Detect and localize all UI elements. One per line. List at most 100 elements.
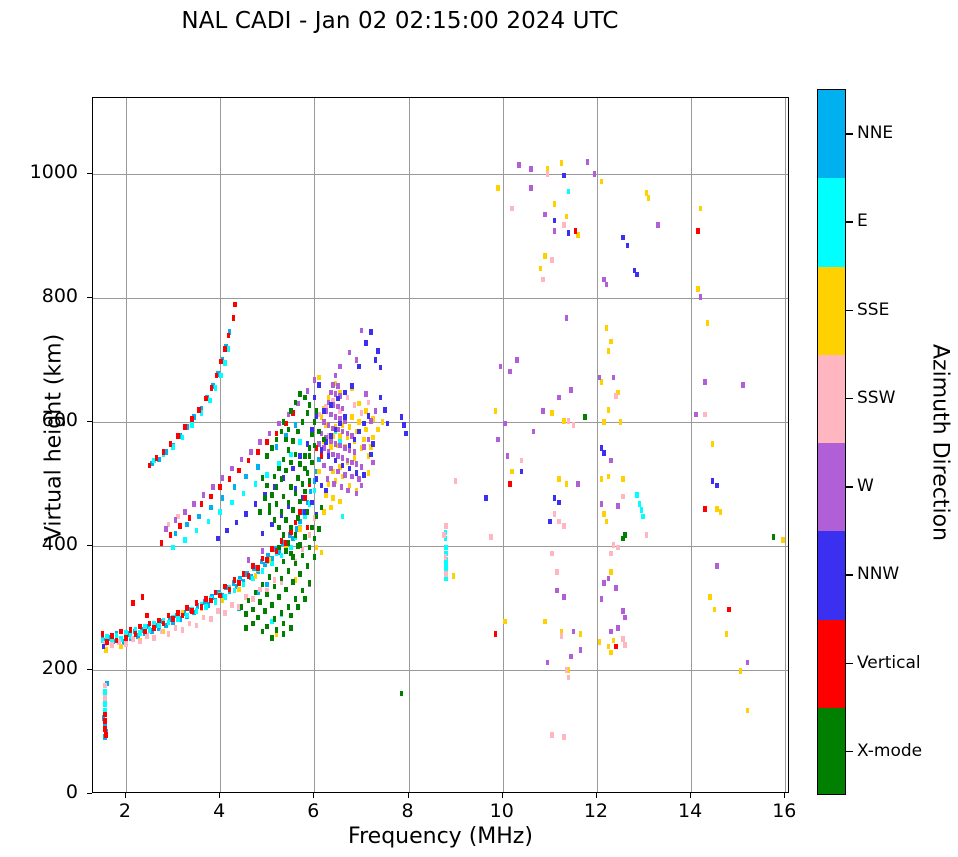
data-point — [178, 616, 182, 622]
data-point — [161, 620, 166, 627]
data-point — [103, 682, 107, 689]
data-point — [180, 612, 185, 619]
data-point — [552, 201, 557, 207]
data-point — [291, 535, 295, 542]
data-point — [357, 363, 361, 370]
data-point — [562, 523, 566, 530]
colorbar-segment-e — [818, 178, 845, 268]
data-point — [564, 481, 569, 487]
data-point — [176, 616, 180, 622]
data-point — [161, 617, 166, 624]
data-point — [362, 444, 366, 450]
data-point — [138, 630, 142, 636]
data-point — [359, 327, 364, 334]
data-point — [493, 408, 498, 414]
data-point — [298, 525, 302, 532]
data-point — [234, 583, 239, 590]
data-point — [213, 589, 218, 596]
data-point — [286, 503, 291, 509]
data-point — [715, 482, 719, 489]
data-point — [333, 391, 338, 398]
data-point — [489, 534, 493, 540]
data-point — [296, 428, 300, 435]
data-point — [272, 484, 277, 490]
data-point — [230, 602, 234, 608]
data-point — [529, 185, 533, 191]
data-point — [545, 171, 550, 177]
data-point — [578, 631, 583, 637]
data-point — [338, 389, 342, 396]
data-point — [340, 405, 345, 412]
data-point — [227, 329, 232, 336]
data-point — [230, 499, 234, 506]
data-point — [307, 544, 312, 551]
data-point — [637, 501, 642, 507]
data-point — [314, 513, 319, 520]
data-point — [190, 608, 194, 614]
data-point — [336, 468, 340, 475]
data-point — [557, 499, 561, 506]
y-axis-tick — [87, 421, 92, 423]
data-point — [343, 472, 347, 478]
data-point — [613, 585, 618, 591]
data-point — [293, 577, 298, 583]
data-point — [312, 554, 317, 561]
data-point — [176, 610, 180, 616]
data-point — [293, 422, 298, 428]
data-point — [354, 487, 359, 494]
data-point — [357, 476, 361, 482]
data-point — [613, 643, 618, 650]
data-point — [371, 441, 375, 447]
data-point — [231, 580, 236, 587]
data-point — [312, 394, 317, 401]
data-point — [613, 393, 618, 399]
data-point — [609, 649, 613, 656]
data-point — [550, 256, 554, 263]
data-point — [314, 468, 319, 475]
data-point — [211, 484, 215, 490]
data-point — [289, 459, 293, 466]
data-point — [314, 544, 319, 551]
data-point — [710, 478, 715, 484]
data-point — [303, 465, 307, 472]
data-point — [286, 499, 291, 506]
gridline-horizontal — [93, 670, 788, 672]
data-point — [241, 490, 246, 497]
data-point — [519, 468, 524, 475]
data-point — [609, 457, 613, 464]
y-axis-tick-label: 600 — [41, 409, 78, 432]
data-point — [606, 643, 611, 650]
data-point — [203, 599, 207, 605]
gridline-horizontal — [93, 422, 788, 424]
data-point — [331, 451, 335, 458]
data-point — [124, 630, 128, 636]
data-point — [145, 633, 149, 639]
data-point — [103, 711, 107, 718]
data-point — [286, 604, 291, 610]
data-point — [171, 444, 175, 450]
data-point — [223, 594, 227, 600]
x-axis-title: Frequency (MHz) — [348, 824, 533, 849]
data-point — [143, 623, 147, 630]
data-point — [621, 234, 625, 241]
data-point — [696, 228, 700, 235]
data-point — [223, 583, 227, 590]
data-point — [281, 475, 286, 481]
data-point — [510, 468, 514, 475]
data-point — [239, 604, 244, 610]
data-point — [176, 513, 180, 520]
data-point — [263, 608, 267, 614]
data-point — [338, 363, 342, 370]
data-point — [493, 631, 498, 637]
data-point — [741, 382, 745, 388]
y-axis-tick — [87, 545, 92, 547]
data-point — [263, 494, 267, 501]
data-point — [249, 574, 253, 580]
x-axis-tick-label: 6 — [307, 800, 320, 822]
data-point — [266, 552, 270, 559]
data-point — [284, 517, 288, 523]
colorbar-tick — [846, 574, 853, 576]
data-point — [128, 633, 133, 639]
data-point — [303, 394, 307, 401]
